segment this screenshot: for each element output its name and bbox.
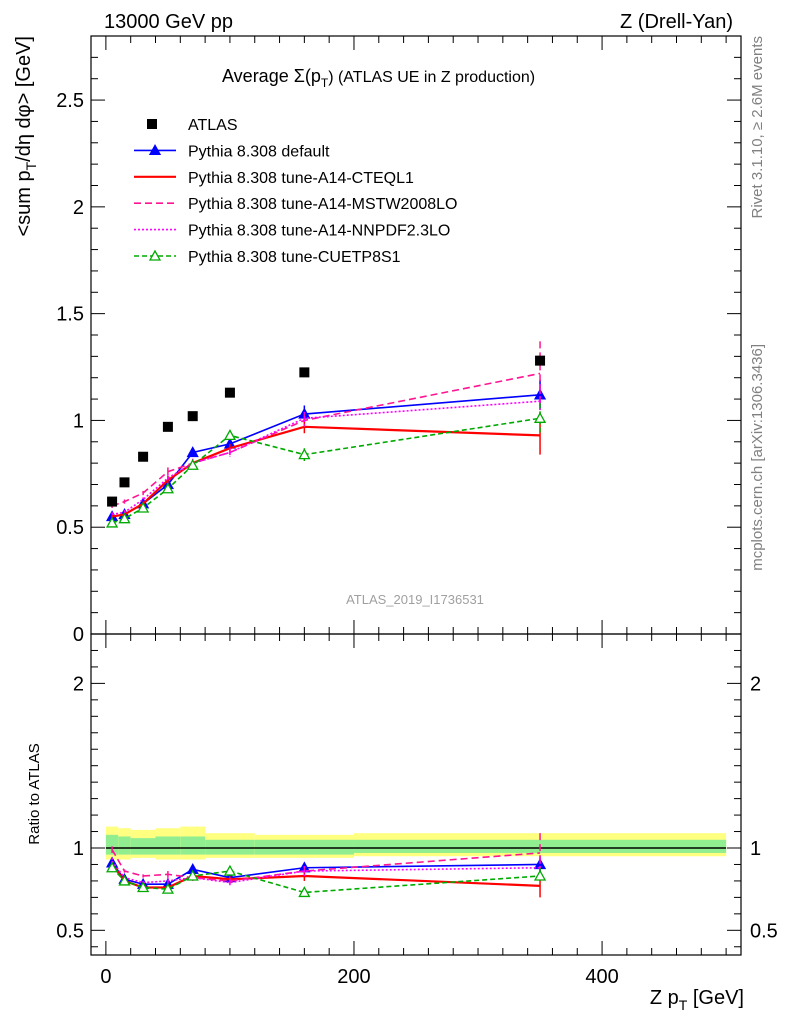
atlas-data-point <box>119 477 130 488</box>
series-4-main-point <box>118 512 131 524</box>
series-4-main-point <box>186 458 199 470</box>
ratio-band-green <box>254 839 354 855</box>
legend-label: ATLAS <box>188 117 238 134</box>
ratio-y-tick-label: 1 <box>73 838 84 860</box>
y-tick-label: 1.5 <box>56 304 84 326</box>
series-4-main-point <box>223 429 237 441</box>
atlas-data-point <box>224 387 235 398</box>
atlas-data-point <box>535 355 546 366</box>
atlas-data-point <box>299 367 310 378</box>
series-1-main-line <box>111 425 541 518</box>
ratio-y-tick-label-right: 2 <box>750 673 761 695</box>
series-2-main-line <box>111 372 541 507</box>
series-4-main-point <box>161 482 175 494</box>
mcplots-label: mcplots.cern.ch [arXiv:1306.3436] <box>749 344 766 571</box>
legend-series-marker <box>148 249 162 261</box>
legend-series-marker <box>148 144 162 156</box>
series-4-ratio-point <box>105 861 119 873</box>
y-tick-label: 2.5 <box>56 90 84 112</box>
series-4-ratio-point <box>533 869 547 881</box>
atlas-data-point <box>187 411 198 422</box>
series-4-ratio-point <box>118 874 131 886</box>
header-right: Z (Drell-Yan) <box>620 11 733 33</box>
ratio-band-green <box>118 836 131 855</box>
series-2-ratio-line <box>111 849 541 882</box>
series-4-ratio-point <box>223 864 237 876</box>
ratio-y-tick-label: 2 <box>73 673 84 695</box>
legend-label: Pythia 8.308 tune-CUETP8S1 <box>188 249 401 266</box>
ratio-axis-label: Ratio to ATLAS <box>26 743 43 844</box>
ratio-plot-frame <box>90 633 742 956</box>
y-tick-label: 0 <box>73 624 84 646</box>
legend-label: Pythia 8.308 tune-A14-NNPDF2.3LO <box>188 223 450 240</box>
x-tick-label: 0 <box>100 966 111 988</box>
series-0-main-point <box>186 446 199 458</box>
y-tick-label: 1 <box>73 410 84 432</box>
analysis-watermark: ATLAS_2019_I1736531 <box>346 592 484 607</box>
atlas-data-point <box>162 421 173 432</box>
series-4-main-point <box>533 411 547 423</box>
x-tick-label: 200 <box>337 966 370 988</box>
ratio-band-green <box>105 834 119 855</box>
atlas-data-point <box>107 496 118 507</box>
series-3-main-line <box>111 400 541 516</box>
series-3-ratio-line <box>111 860 541 884</box>
atlas-data-point <box>138 451 149 462</box>
ratio-band-green <box>180 836 206 855</box>
y-tick-label: 2 <box>73 197 84 219</box>
header-left: 13000 GeV pp <box>104 11 233 33</box>
legend-label: Pythia 8.308 tune-A14-MSTW2008LO <box>188 196 457 213</box>
series-4-main-point <box>298 448 311 460</box>
legend-label: Pythia 8.308 tune-A14-CTEQL1 <box>188 170 414 187</box>
y-tick-label: 0.5 <box>56 517 84 539</box>
chart-title: Average Σ(pT) (ATLAS UE in Z production) <box>222 66 535 90</box>
series-4-main-point <box>136 501 150 513</box>
series-4-main-line <box>111 417 541 524</box>
legend-atlas-marker <box>147 119 157 129</box>
y-axis-label: <sum pT/dη dφ> [GeV] <box>13 36 39 237</box>
rivet-label: Rivet 3.1.10, ≥ 2.6M events <box>749 36 766 219</box>
ratio-band-green <box>130 838 156 855</box>
ratio-y-tick-label-right: 0.5 <box>750 920 778 942</box>
series-4-ratio-line <box>111 867 541 894</box>
ratio-band-green <box>205 839 255 855</box>
ratio-y-tick-label: 0.5 <box>56 920 84 942</box>
series-4-ratio-point <box>136 881 150 893</box>
x-axis-label: Z pT [GeV] <box>650 987 744 1013</box>
series-0-main-line <box>111 394 541 518</box>
series-4-ratio-point <box>186 869 199 881</box>
series-4-ratio-point <box>161 882 175 894</box>
x-tick-label: 400 <box>585 966 618 988</box>
legend-label: Pythia 8.308 default <box>188 143 330 160</box>
ratio-band-green <box>155 836 181 855</box>
series-4-ratio-point <box>298 886 311 898</box>
series-4-main-point <box>105 516 119 528</box>
ratio-y-tick-label-right: 1 <box>750 838 761 860</box>
